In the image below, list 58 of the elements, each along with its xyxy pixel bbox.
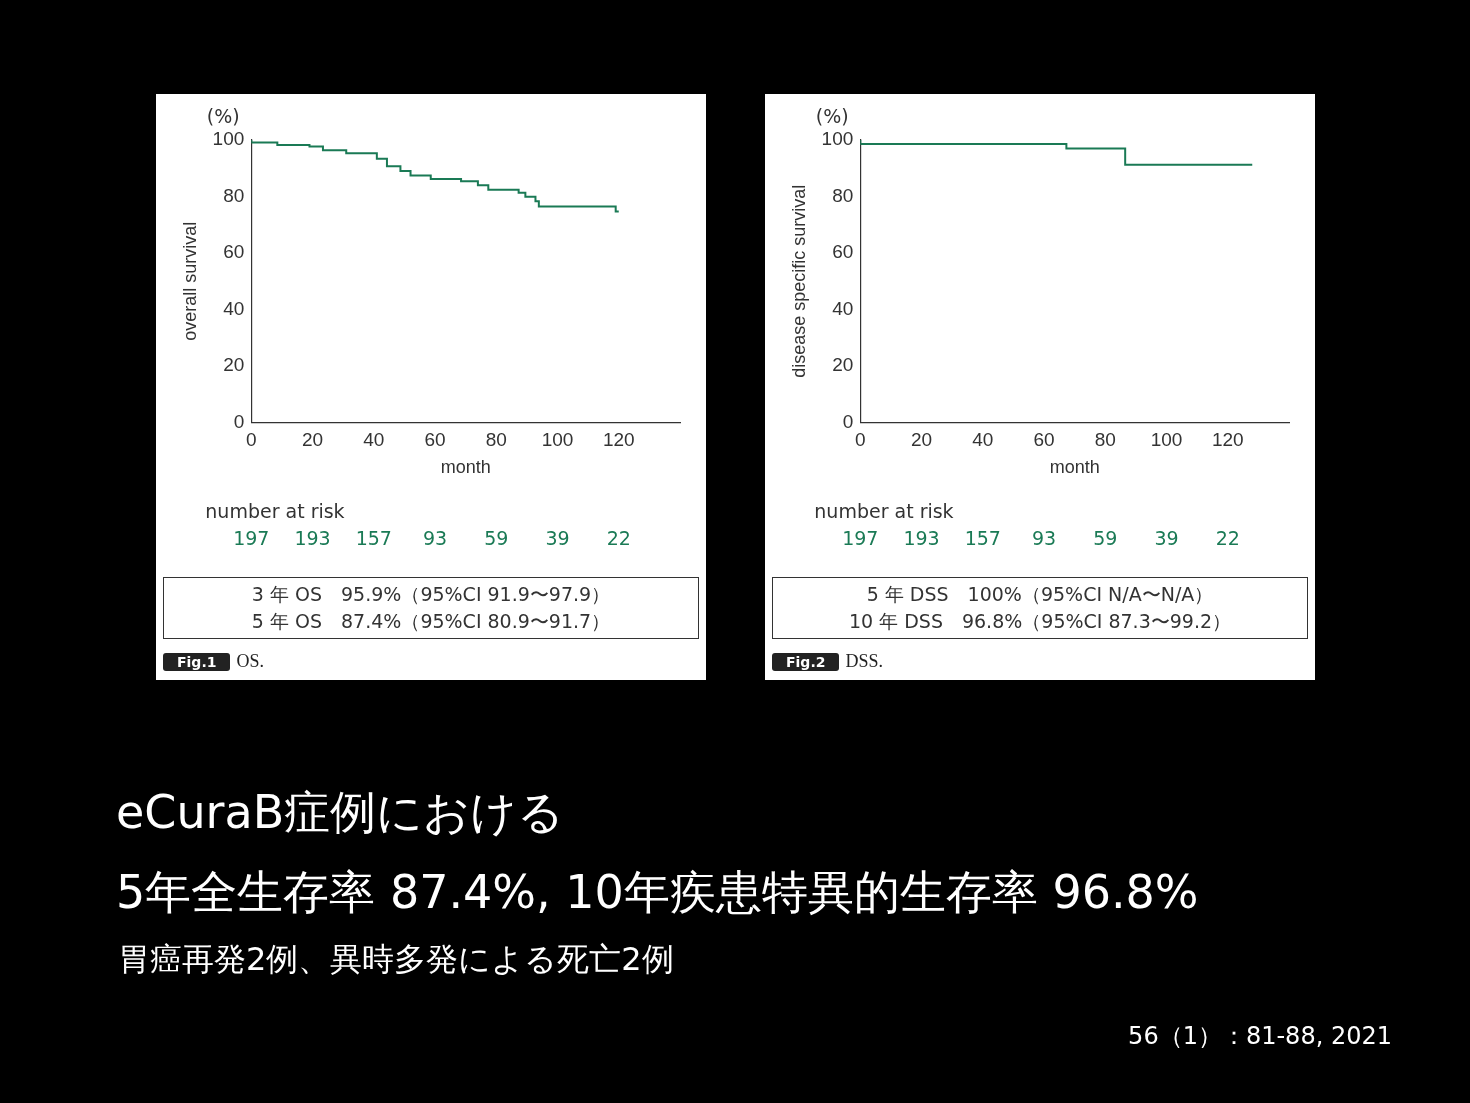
y-tick-label: 100 [212, 128, 245, 150]
y-axis-title: overall survival [179, 221, 200, 341]
text: DSS. [845, 651, 883, 672]
y-tick-label: 60 [832, 241, 854, 263]
x-tick-label: 40 [363, 429, 385, 451]
x-tick-label: 80 [485, 429, 507, 451]
text: 22 [1215, 527, 1240, 549]
text: number at risk [814, 500, 954, 522]
x-tick-label: 100 [541, 429, 574, 451]
x-tick-label: 60 [1033, 429, 1055, 451]
text: 5 年 DSS 100%（95%CI N/A〜N/A） [865, 582, 1215, 607]
y-tick-label: 40 [832, 297, 854, 319]
text: (%) [815, 105, 849, 128]
y-tick-label: 40 [223, 297, 245, 319]
text: 59 [484, 527, 509, 549]
text: 157 [355, 527, 392, 549]
text: 56（1）：81-88, 2021 [1128, 1021, 1392, 1052]
x-axis-title: month [1049, 457, 1100, 478]
text: (%) [206, 105, 240, 128]
caption: Fig.1 [163, 652, 231, 671]
text: 5年全生存率 87.4%, 10年疾患特異的生存率 96.8% [116, 864, 1199, 921]
text: 胃癌再発2例、異時多発による死亡2例 [118, 939, 674, 980]
x-tick-label: 60 [424, 429, 446, 451]
text: 39 [1154, 527, 1179, 549]
y-tick-label: 80 [223, 184, 245, 206]
text: 5 年 OS 87.4%（95%CI 80.9〜91.7） [250, 609, 612, 634]
y-tick-label: 60 [223, 241, 245, 263]
y-axis-title: disease specific survival [788, 184, 809, 378]
text: 22 [606, 527, 631, 549]
y-tick-label: 20 [832, 354, 854, 376]
text: OS. [236, 651, 264, 672]
y-tick-label: 100 [821, 128, 854, 150]
text: 3 年 OS 95.9%（95%CI 91.9〜97.9） [250, 582, 612, 607]
y-tick-label: 20 [223, 354, 245, 376]
text: 197 [842, 527, 879, 549]
y-tick-label: 80 [832, 184, 854, 206]
x-tick-label: 80 [1094, 429, 1116, 451]
text: 197 [233, 527, 270, 549]
x-tick-label: 40 [972, 429, 994, 451]
y-tick-label: 0 [842, 410, 854, 432]
text: 93 [1031, 527, 1057, 549]
text: number at risk [205, 500, 345, 522]
x-tick-label: 100 [1150, 429, 1183, 451]
text: 10 年 DSS 96.8%（95%CI 87.3〜99.2） [847, 609, 1233, 634]
text: 59 [1093, 527, 1118, 549]
text: 193 [294, 527, 331, 549]
text: eCuraB症例における [116, 784, 565, 841]
x-axis-title: month [440, 457, 491, 478]
y-tick-label: 0 [233, 410, 245, 432]
caption: Fig.2 [772, 652, 840, 671]
text: 93 [422, 527, 448, 549]
text: 157 [964, 527, 1001, 549]
text: 39 [545, 527, 570, 549]
x-tick-label: 120 [1211, 429, 1244, 451]
x-tick-label: 20 [910, 429, 933, 451]
text: 193 [903, 527, 940, 549]
x-tick-label: 120 [602, 429, 635, 451]
x-tick-label: 20 [301, 429, 324, 451]
